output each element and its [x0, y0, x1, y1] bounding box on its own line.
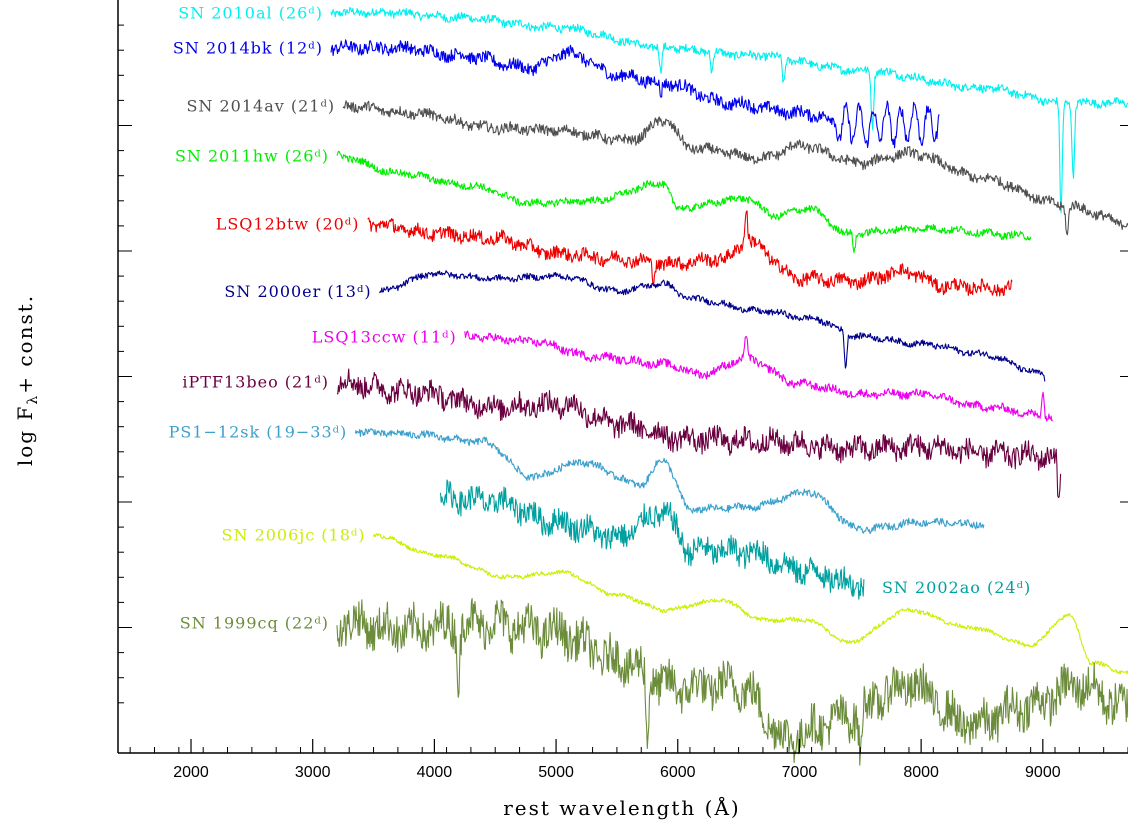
- axis-layer: 2000 3000 4000 5000 6000 7000 8000 9000: [117, 0, 1128, 781]
- series-label: SN 2010al (26ᵈ): [178, 4, 323, 23]
- series-line: [367, 210, 1013, 297]
- series-line: [372, 533, 1128, 675]
- series-label: LSQ13ccw (11ᵈ): [312, 327, 457, 346]
- x-tick-label: 8000: [903, 764, 939, 781]
- series-label-layer: SN 2010al (26ᵈ) SN 2014bk (12ᵈ) SN 2014av …: [169, 4, 1031, 633]
- x-tick-label: 3000: [295, 764, 331, 781]
- series-label: SN 1999cq (22ᵈ): [180, 613, 329, 632]
- x-tick-label: 5000: [538, 764, 574, 781]
- x-tick-label: 9000: [1025, 764, 1061, 781]
- series-label: iPTF13beo (21ᵈ): [182, 373, 329, 392]
- y-axis-title-main: log F: [13, 405, 37, 466]
- series-line: [464, 330, 1053, 422]
- series-line: [379, 270, 1046, 382]
- series-line: [330, 39, 940, 149]
- series-line: [336, 368, 1062, 499]
- series-label: PS1−12sk (19−33ᵈ): [169, 423, 348, 442]
- series-line: [439, 479, 865, 600]
- x-axis-title: rest wavelength (Å): [503, 795, 740, 820]
- series-label: SN 2006jc (18ᵈ): [222, 526, 366, 545]
- series-line: [342, 100, 1128, 236]
- series-label: SN 2002ao (24ᵈ): [882, 578, 1031, 597]
- series-label: SN 2014av (21ᵈ): [186, 96, 335, 115]
- series-line: [354, 428, 985, 535]
- x-tick-label: 6000: [660, 764, 696, 781]
- series-layer: [330, 7, 1128, 766]
- y-axis-title-suffix: + const.: [13, 294, 37, 394]
- series-line: [336, 597, 1128, 766]
- x-tick-label: 4000: [417, 764, 453, 781]
- x-tick-label: 2000: [173, 764, 209, 781]
- series-label: LSQ12btw (20ᵈ): [216, 214, 360, 233]
- series-label: SN 2000er (13ᵈ): [224, 282, 371, 301]
- series-label: SN 2014bk (12ᵈ): [173, 39, 323, 58]
- y-axis-title-subscript: λ: [25, 394, 41, 405]
- y-axis-title: log Fλ+ const.: [13, 294, 41, 466]
- series-label: SN 2011hw (26ᵈ): [175, 147, 329, 166]
- x-tick-label: 7000: [782, 764, 818, 781]
- series-line: [336, 150, 1032, 254]
- series-line: [330, 7, 1128, 214]
